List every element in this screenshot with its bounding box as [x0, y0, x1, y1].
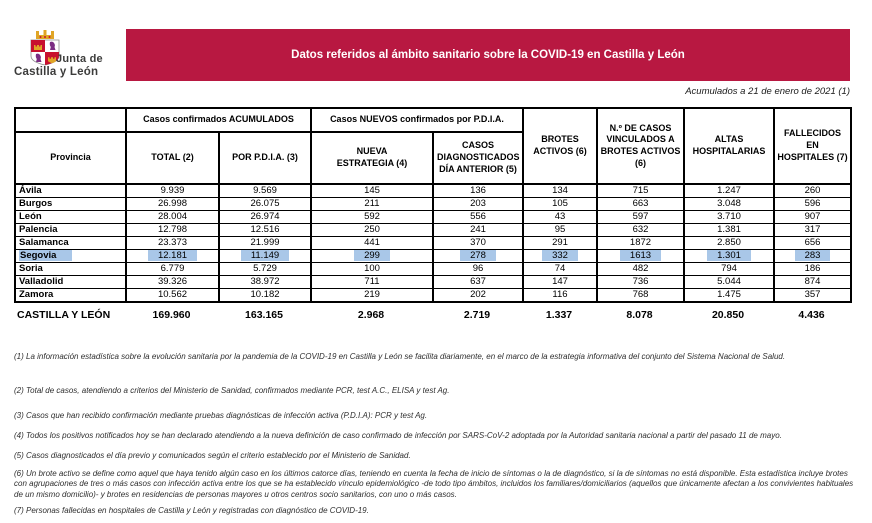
group-header-accumulated: Casos confirmados ACUMULADOS — [125, 107, 312, 133]
coat-of-arms-icon — [30, 30, 60, 66]
column-header-diag-dia-anterior: CASOS DIAGNOSTICADOS DÍA ANTERIOR (5) — [432, 131, 524, 185]
table-row-zamora: Zamora 10.562 10.182 219 202 116 768 1.4… — [14, 288, 852, 303]
table-row-leon: León 28.004 26.974 592 556 43 597 3.710 … — [14, 210, 852, 224]
footnote-5: (5) Casos diagnosticados el día previo y… — [14, 450, 411, 460]
footnote-7: (7) Personas fallecidas en hospitales de… — [14, 506, 369, 516]
footnote-2: (2) Total de casos, atendiendo a criteri… — [14, 386, 450, 396]
highlighted-cell: 332 — [542, 250, 578, 261]
column-header-altas: ALTAS HOSPITALARIAS — [683, 107, 775, 185]
column-header-total: TOTAL (2) — [125, 131, 220, 185]
table-row-palencia: Palencia 12.798 12.516 250 241 95 632 1.… — [14, 223, 852, 237]
footnote-4: (4) Todos los positivos notificados hoy … — [14, 431, 782, 441]
header-spacer — [14, 107, 127, 133]
highlighted-cell: 283 — [794, 250, 831, 261]
footnote-6: (6) Un brote activo se define como aquel… — [14, 468, 854, 499]
group-header-new-pdia: Casos NUEVOS confirmados por P.D.I.A. — [310, 107, 524, 133]
junta-logo: Junta de Castilla y León — [14, 28, 126, 82]
column-header-casos-vinculados: N.º DE CASOS VINCULADOS A BROTES ACTIVOS… — [596, 107, 685, 185]
highlighted-cell: Segovia — [19, 250, 73, 261]
page-title: Datos referidos al ámbito sanitario sobr… — [291, 49, 685, 61]
table-row-segovia-selected: Segovia 12.181 11.149 299 278 332 1613 1… — [14, 249, 852, 263]
highlighted-cell: 1613 — [619, 250, 662, 261]
footnotes-section: (1) La información estadística sobre la … — [14, 352, 856, 517]
column-header-por-pdia: POR P.D.I.A. (3) — [218, 131, 312, 185]
column-header-provincia: Provincia — [14, 131, 127, 185]
column-header-fallecidos: FALLECIDOS EN HOSPITALES (7) — [773, 107, 852, 185]
column-header-nueva-estrategia: NUEVA ESTRATEGIA (4) — [310, 131, 434, 185]
region-total-row: CASTILLA Y LEÓN 169.960 163.165 2.968 2.… — [14, 306, 850, 324]
footnote-3: (3) Casos que han recibido confirmación … — [14, 410, 428, 420]
footnote-1: (1) La información estadística sobre la … — [14, 352, 786, 361]
table-row-burgos: Burgos 26.998 26.075 211 203 105 663 3.0… — [14, 197, 852, 211]
accumulated-date-note: Acumulados a 21 de enero de 2021 (1) — [685, 86, 850, 97]
column-header-brotes-activos: BROTES ACTIVOS (6) — [522, 107, 598, 185]
title-banner: Datos referidos al ámbito sanitario sobr… — [126, 29, 850, 81]
highlighted-cell: 11.149 — [240, 250, 290, 261]
covid-data-table: Casos confirmados ACUMULADOS Casos NUEVO… — [14, 107, 852, 324]
table-row-soria: Soria 6.779 5.729 100 96 74 482 794 186 — [14, 262, 852, 276]
total-row-label: CASTILLA Y LEÓN — [17, 309, 111, 321]
highlighted-cell: 299 — [354, 250, 390, 261]
table-row-salamanca: Salamanca 23.373 21.999 441 370 291 1872… — [14, 236, 852, 250]
highlighted-cell: 278 — [460, 250, 496, 261]
highlighted-cell: 1.301 — [707, 250, 751, 261]
table-row-valladolid: Valladolid 39.326 38.972 711 637 147 736… — [14, 275, 852, 289]
highlighted-cell: 12.181 — [147, 250, 198, 261]
table-row-avila: Ávila 9.939 9.569 145 136 134 715 1.247 … — [14, 183, 852, 198]
logo-text-line1: Junta de — [56, 53, 103, 65]
logo-text-line2: Castilla y León — [14, 66, 99, 78]
